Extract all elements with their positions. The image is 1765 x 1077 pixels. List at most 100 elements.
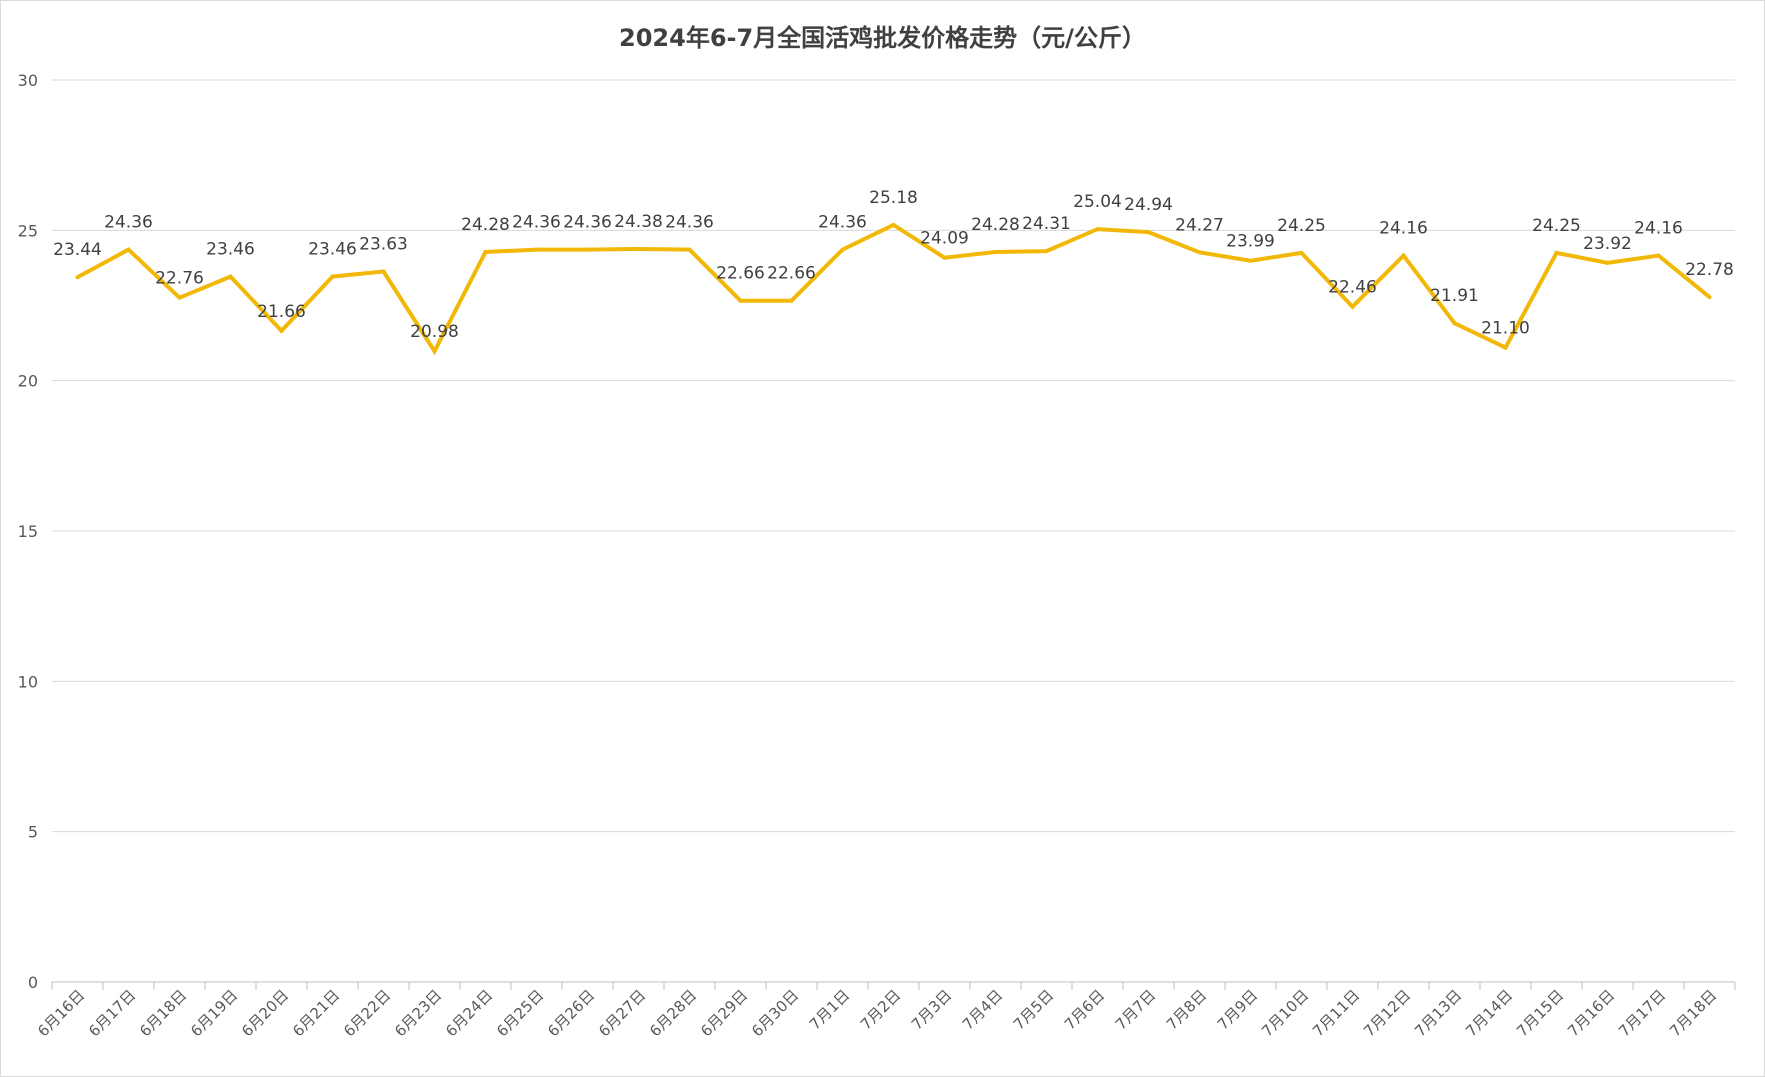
data-point — [1707, 295, 1712, 300]
x-tick-label: 7月3日 — [908, 986, 955, 1033]
series-line-group — [75, 222, 1712, 356]
data-point — [534, 247, 539, 252]
x-tick-label: 7月8日 — [1163, 986, 1210, 1033]
x-tick-label: 6月22日 — [340, 986, 394, 1040]
data-label: 22.66 — [716, 264, 765, 284]
x-tick-label: 6月25日 — [493, 986, 547, 1040]
x-tick-label: 7月18日 — [1666, 986, 1720, 1040]
data-label: 24.16 — [1634, 219, 1683, 239]
data-point — [1503, 345, 1508, 350]
data-point — [1095, 227, 1100, 232]
data-point — [279, 328, 284, 333]
chart-title: 2024年6-7月全国活鸡批发价格走势（元/公斤） — [619, 24, 1146, 52]
x-tick-label: 7月4日 — [959, 986, 1006, 1033]
x-tick-label: 6月18日 — [136, 986, 190, 1040]
data-label: 24.36 — [563, 213, 612, 233]
gridlines — [52, 79, 1735, 833]
data-label: 24.25 — [1277, 216, 1326, 236]
data-label: 24.36 — [104, 213, 153, 233]
data-label: 22.78 — [1685, 260, 1734, 280]
data-label: 24.28 — [971, 215, 1020, 235]
data-point — [75, 275, 80, 280]
data-label: 24.38 — [614, 212, 663, 232]
x-tick-label: 6月16日 — [34, 986, 88, 1040]
data-point — [1605, 260, 1610, 265]
data-label: 24.27 — [1175, 215, 1224, 235]
data-label: 24.36 — [665, 213, 714, 233]
y-tick-label: 10 — [18, 672, 38, 691]
x-tick-label: 6月30日 — [748, 986, 802, 1040]
data-point — [126, 247, 131, 252]
data-label: 25.18 — [869, 188, 918, 208]
data-label: 22.66 — [767, 264, 816, 284]
data-point — [993, 249, 998, 254]
data-point — [1350, 304, 1355, 309]
data-label: 22.76 — [155, 269, 204, 289]
x-tick-label: 7月2日 — [857, 986, 904, 1033]
x-axis-ticks: 6月16日6月17日6月18日6月19日6月20日6月21日6月22日6月23日… — [34, 986, 1720, 1040]
y-tick-label: 30 — [18, 71, 38, 90]
data-label: 23.44 — [53, 240, 102, 260]
data-point — [1299, 250, 1304, 255]
data-point — [687, 247, 692, 252]
y-tick-label: 25 — [18, 221, 38, 240]
data-point — [738, 298, 743, 303]
x-tick-label: 7月10日 — [1258, 986, 1312, 1040]
x-tick-label: 6月27日 — [595, 986, 649, 1040]
data-point — [1197, 250, 1202, 255]
x-tick-label: 7月7日 — [1112, 986, 1159, 1033]
x-tick-label: 6月23日 — [391, 986, 445, 1040]
data-label: 23.46 — [206, 240, 255, 260]
data-label: 24.28 — [461, 215, 510, 235]
data-label: 24.09 — [920, 229, 969, 249]
x-tick-label: 7月13日 — [1411, 986, 1465, 1040]
data-label: 21.10 — [1481, 319, 1530, 339]
x-tick-label: 6月20日 — [238, 986, 292, 1040]
data-label: 23.92 — [1583, 234, 1632, 254]
data-point — [330, 274, 335, 279]
x-tick-label: 6月21日 — [289, 986, 343, 1040]
data-label: 24.36 — [512, 213, 561, 233]
data-label: 23.46 — [308, 240, 357, 260]
x-tick-label: 6月19日 — [187, 986, 241, 1040]
x-tick-label: 7月9日 — [1214, 986, 1261, 1033]
data-label: 21.91 — [1430, 286, 1479, 306]
data-point — [891, 222, 896, 227]
x-tick-label: 7月17日 — [1615, 986, 1669, 1040]
x-tick-label: 6月24日 — [442, 986, 496, 1040]
data-point — [177, 295, 182, 300]
data-point — [1401, 253, 1406, 258]
data-label: 23.99 — [1226, 232, 1275, 252]
data-point — [789, 298, 794, 303]
data-point — [1554, 250, 1559, 255]
y-tick-label: 20 — [18, 372, 38, 391]
data-point — [381, 269, 386, 274]
x-tick-label: 6月28日 — [646, 986, 700, 1040]
data-point — [1656, 253, 1661, 258]
x-tick-label: 7月14日 — [1462, 986, 1516, 1040]
data-point — [483, 249, 488, 254]
data-point — [585, 247, 590, 252]
y-axis-ticks: 0 5 10 15 20 25 30 — [18, 71, 38, 992]
data-point — [1146, 230, 1151, 235]
data-label: 22.46 — [1328, 278, 1377, 298]
data-point — [1248, 258, 1253, 263]
x-tick-label: 7月6日 — [1061, 986, 1108, 1033]
data-label: 23.63 — [359, 235, 408, 255]
x-tick-label: 7月1日 — [806, 986, 853, 1033]
data-label: 24.25 — [1532, 216, 1581, 236]
x-tick-label: 6月29日 — [697, 986, 751, 1040]
data-label: 24.94 — [1124, 195, 1173, 215]
x-tick-label: 7月11日 — [1309, 986, 1363, 1040]
data-point — [636, 246, 641, 251]
x-tick-label: 6月26日 — [544, 986, 598, 1040]
data-label: 20.98 — [410, 322, 459, 342]
data-label: 24.31 — [1022, 214, 1071, 234]
x-tick-label: 6月17日 — [85, 986, 139, 1040]
x-axis — [51, 981, 1736, 990]
x-tick-label: 7月5日 — [1010, 986, 1057, 1033]
data-point — [1044, 249, 1049, 254]
data-point — [942, 255, 947, 260]
data-label: 24.36 — [818, 213, 867, 233]
